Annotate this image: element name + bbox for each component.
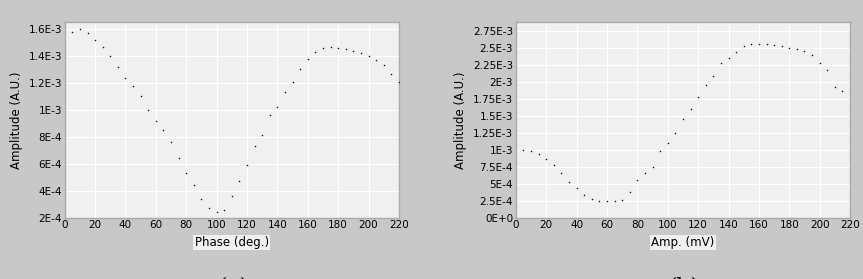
Point xyxy=(631,177,645,182)
Text: (a): (a) xyxy=(217,276,247,279)
Point xyxy=(369,58,383,62)
Point xyxy=(813,61,827,66)
Point xyxy=(828,85,841,90)
Text: (b): (b) xyxy=(667,276,699,279)
Point xyxy=(111,64,125,69)
Point xyxy=(217,208,231,212)
Point xyxy=(172,156,186,161)
Point xyxy=(126,83,140,88)
Point xyxy=(331,46,345,50)
Point xyxy=(721,56,735,60)
Point xyxy=(524,149,538,153)
Point xyxy=(210,210,224,215)
Point xyxy=(316,46,330,50)
Y-axis label: Amplitude (A.U.): Amplitude (A.U.) xyxy=(455,71,468,169)
Point xyxy=(745,42,759,47)
Point xyxy=(577,192,591,197)
Point xyxy=(346,48,360,53)
Point xyxy=(180,171,193,175)
Point xyxy=(600,199,614,204)
Point xyxy=(377,63,391,68)
Point xyxy=(225,194,239,198)
Point xyxy=(73,27,87,31)
Point xyxy=(156,128,170,132)
Point xyxy=(240,163,254,167)
Point xyxy=(797,49,811,53)
Y-axis label: Amplitude (A.U.): Amplitude (A.U.) xyxy=(9,71,23,169)
Point xyxy=(759,42,773,47)
Point xyxy=(278,90,292,95)
Point xyxy=(194,196,208,201)
Point xyxy=(835,88,849,93)
Point xyxy=(752,42,765,46)
Point xyxy=(585,196,599,201)
Point xyxy=(392,79,406,84)
Point xyxy=(80,31,94,35)
Point xyxy=(608,198,621,203)
Point xyxy=(263,113,277,117)
Point xyxy=(714,61,728,66)
Point xyxy=(691,95,705,99)
Point xyxy=(384,71,398,76)
Point xyxy=(248,144,261,148)
Point xyxy=(562,179,576,184)
Point xyxy=(676,117,690,121)
Point xyxy=(699,83,713,87)
Point xyxy=(775,44,789,49)
Point xyxy=(646,164,659,169)
Point xyxy=(805,52,819,57)
Point xyxy=(547,162,561,167)
Point xyxy=(104,54,117,58)
Point xyxy=(767,43,781,47)
Point xyxy=(339,47,353,52)
Point xyxy=(142,108,155,112)
Point xyxy=(232,179,246,184)
Point xyxy=(615,198,629,202)
X-axis label: Amp. (mV): Amp. (mV) xyxy=(652,236,715,249)
Point xyxy=(683,107,697,111)
Point xyxy=(821,67,835,72)
Point xyxy=(88,38,102,42)
Point xyxy=(66,30,79,34)
Point xyxy=(134,94,148,99)
Point xyxy=(286,79,299,84)
X-axis label: Phase (deg.): Phase (deg.) xyxy=(195,236,269,249)
Point xyxy=(270,105,284,109)
Point xyxy=(96,44,110,49)
Point xyxy=(149,118,163,123)
Point xyxy=(539,157,553,162)
Point xyxy=(118,75,132,80)
Point xyxy=(707,74,721,79)
Point xyxy=(324,44,337,49)
Point xyxy=(661,141,675,145)
Point xyxy=(653,149,667,153)
Point xyxy=(790,47,803,51)
Point xyxy=(301,56,315,61)
Point xyxy=(593,198,607,203)
Point xyxy=(308,50,322,54)
Point xyxy=(354,51,368,56)
Point xyxy=(187,183,201,187)
Point xyxy=(729,50,743,54)
Point xyxy=(293,67,307,72)
Point xyxy=(783,45,797,50)
Point xyxy=(623,190,637,195)
Point xyxy=(669,131,683,135)
Point xyxy=(517,148,531,152)
Point xyxy=(532,152,545,157)
Point xyxy=(555,171,569,176)
Point xyxy=(570,186,583,191)
Point xyxy=(737,44,751,49)
Point xyxy=(362,54,375,58)
Point xyxy=(638,171,652,176)
Point xyxy=(255,133,269,138)
Point xyxy=(202,206,216,210)
Point xyxy=(164,140,178,145)
